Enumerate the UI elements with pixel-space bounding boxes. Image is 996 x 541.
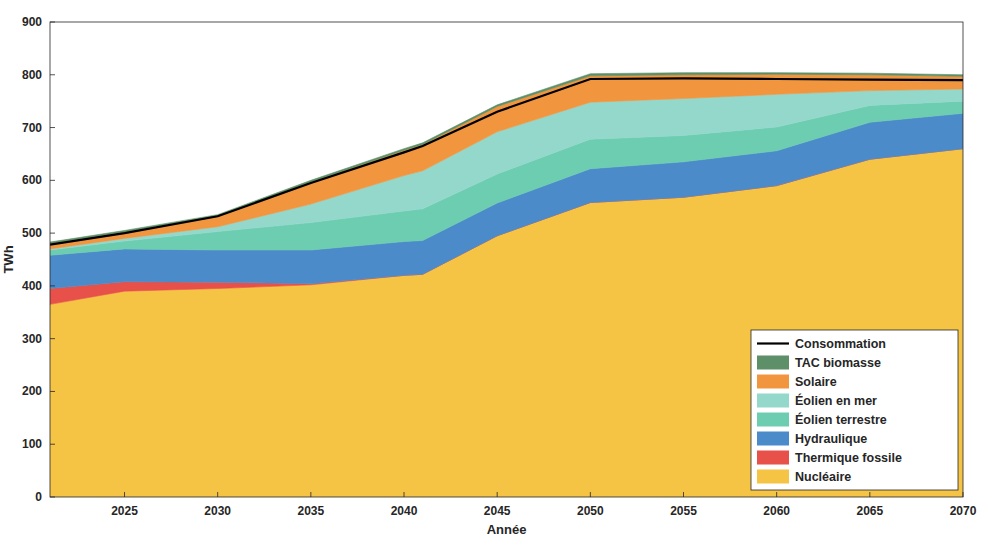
y-tick xyxy=(50,444,55,445)
x-tick xyxy=(869,492,870,497)
legend-label: TAC biomasse xyxy=(795,356,881,370)
plot-marks xyxy=(50,73,963,497)
area-series xyxy=(50,74,963,249)
y-tick-label: 800 xyxy=(22,68,42,82)
x-tick xyxy=(124,492,125,497)
x-tick xyxy=(404,492,405,497)
legend-swatch xyxy=(757,356,789,370)
y-tick-label: 400 xyxy=(22,279,42,293)
y-tick xyxy=(50,233,55,234)
y-tick xyxy=(50,338,55,339)
legend: Consommation TAC biomasse Solaire Éolien en… xyxy=(751,330,958,490)
x-tick xyxy=(310,492,311,497)
y-tick-label: 700 xyxy=(22,121,42,135)
x-tick-label: 2030 xyxy=(204,504,231,518)
plot-frame xyxy=(50,22,963,497)
legend-swatch xyxy=(757,413,789,427)
y-axis-label: TWh xyxy=(1,245,16,273)
x-tick-label: 2060 xyxy=(763,504,790,518)
x-tick-label: 2035 xyxy=(298,504,325,518)
y-tick xyxy=(50,127,55,128)
legend-label: Solaire xyxy=(795,375,837,389)
x-tick xyxy=(963,492,964,497)
x-tick-label: 2050 xyxy=(577,504,604,518)
y-tick xyxy=(50,74,55,75)
legend-swatch xyxy=(757,375,789,389)
x-tick xyxy=(497,492,498,497)
area-series xyxy=(50,73,963,244)
legend-swatch xyxy=(757,394,789,408)
y-tick xyxy=(50,285,55,286)
x-tick xyxy=(217,492,218,497)
x-tick-label: 2055 xyxy=(670,504,697,518)
legend-swatch xyxy=(757,342,789,344)
x-tick-label: 2045 xyxy=(484,504,511,518)
y-tick xyxy=(50,22,55,23)
line-series xyxy=(50,78,963,244)
chart: 0 100 200 300 400 500 600 700 800 900 2025 2030 2035… xyxy=(0,0,996,541)
y-tick-label: 600 xyxy=(22,173,42,187)
x-tick-label: 2065 xyxy=(856,504,883,518)
legend-label: Éolien terrestre xyxy=(795,412,887,427)
x-tick-label: 2040 xyxy=(391,504,418,518)
y-tick xyxy=(50,497,55,498)
legend-label: Hydraulique xyxy=(795,432,867,446)
legend-swatch xyxy=(757,451,789,465)
y-tick-label: 0 xyxy=(35,490,42,504)
legend-swatch xyxy=(757,432,789,446)
legend-swatch xyxy=(757,470,789,484)
legend-label: Consommation xyxy=(795,337,886,351)
x-tick-label: 2070 xyxy=(950,504,977,518)
x-axis-label: Année xyxy=(487,522,527,537)
y-tick-label: 500 xyxy=(22,226,42,240)
y-tick-label: 200 xyxy=(22,384,42,398)
x-tick xyxy=(683,492,684,497)
legend-label: Thermique fossile xyxy=(795,451,902,465)
y-tick xyxy=(50,391,55,392)
y-tick-label: 300 xyxy=(22,332,42,346)
legend-label: Éolien en mer xyxy=(795,393,877,408)
plot-background xyxy=(50,22,963,497)
y-tick-label: 100 xyxy=(22,437,42,451)
y-tick xyxy=(50,180,55,181)
legend-label: Nucléaire xyxy=(795,470,851,484)
legend-box xyxy=(751,330,958,490)
y-tick-label: 900 xyxy=(22,15,42,29)
x-tick xyxy=(590,492,591,497)
x-tick-label: 2025 xyxy=(111,504,138,518)
x-tick xyxy=(776,492,777,497)
